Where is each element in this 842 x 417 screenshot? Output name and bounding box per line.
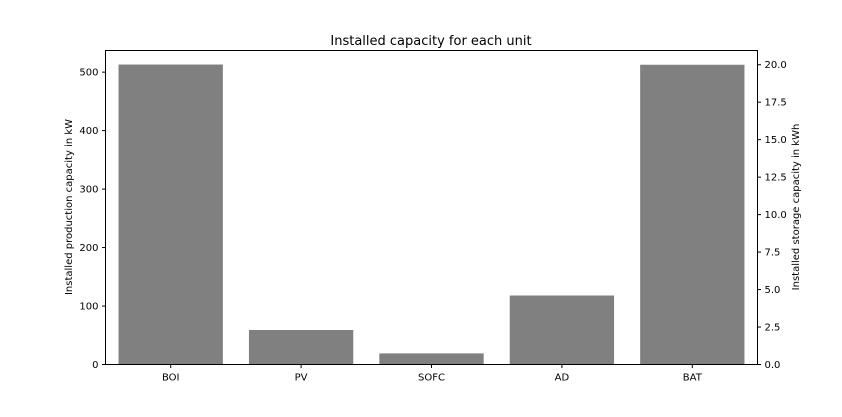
y-axis-label-left: Installed production capacity in kW bbox=[64, 119, 75, 295]
y-tick-label-left: 100 bbox=[79, 302, 98, 313]
x-tick-label: BAT bbox=[683, 373, 703, 384]
plot-frame bbox=[105, 50, 758, 365]
y-tick-label-left: 0 bbox=[92, 360, 98, 371]
bar-bat bbox=[640, 64, 745, 365]
y-axis-label-right: Installed storage capacity in kWh bbox=[791, 124, 802, 291]
x-tick-label: AD bbox=[555, 373, 570, 384]
x-tick-label: SOFC bbox=[418, 373, 445, 384]
y-tick-label-left: 300 bbox=[79, 185, 98, 196]
y-tick-label-right: 10.0 bbox=[765, 210, 787, 221]
x-tick-label: BOI bbox=[162, 373, 180, 384]
y-tick-label-right: 17.5 bbox=[765, 98, 787, 109]
bar-pv bbox=[248, 330, 354, 365]
y-tick-label-left: 200 bbox=[79, 243, 98, 254]
y-tick-label-right: 12.5 bbox=[765, 173, 787, 184]
y-tick-label-right: 20.0 bbox=[765, 60, 787, 71]
y-tick-label-left: 500 bbox=[79, 68, 98, 79]
y-tick-label-right: 5.0 bbox=[765, 285, 781, 296]
y-tick-label-right: 15.0 bbox=[765, 135, 787, 146]
y-tick-label-right: 7.5 bbox=[765, 248, 781, 259]
y-tick-label-right: 2.5 bbox=[765, 323, 781, 334]
y-tick-label-left: 400 bbox=[79, 126, 98, 137]
bar-sofc bbox=[379, 353, 484, 365]
chart-title: Installed capacity for each unit bbox=[330, 34, 531, 49]
bar-boi bbox=[118, 64, 223, 365]
bar-ad bbox=[509, 295, 615, 365]
x-tick-label: PV bbox=[295, 373, 308, 384]
y-tick-label-right: 0.0 bbox=[765, 360, 781, 371]
